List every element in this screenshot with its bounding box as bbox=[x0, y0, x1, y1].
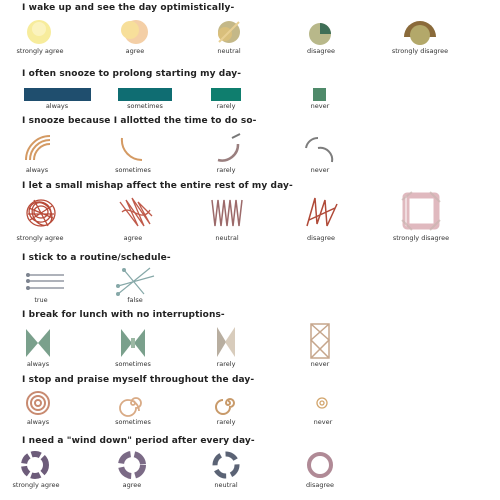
q2-always-glyph bbox=[24, 88, 91, 101]
q8-strongly-agree-glyph bbox=[21, 451, 49, 479]
q7-rarely-glyph bbox=[215, 398, 235, 415]
q7-label-always: always bbox=[26, 418, 50, 426]
q1-agree-glyph bbox=[121, 20, 148, 44]
q6-never-glyph bbox=[309, 323, 331, 359]
q4-neutral-glyph bbox=[211, 199, 243, 227]
question-5-text: I stick to a routine/schedule- bbox=[22, 253, 171, 263]
q2-never-glyph bbox=[313, 88, 326, 101]
q1-strongly-agree-glyph bbox=[27, 20, 51, 44]
q1-strongly-disagree-glyph bbox=[404, 21, 436, 45]
q8-label-neutral: neutral bbox=[214, 481, 238, 489]
q8-neutral-glyph bbox=[212, 451, 240, 479]
q6-sometimes-glyph bbox=[121, 329, 145, 357]
q4-label-strongly-disagree: strongly disagree bbox=[392, 234, 450, 242]
question-2-text: I often snooze to prolong starting my da… bbox=[22, 69, 242, 79]
q2-sometimes-glyph bbox=[118, 88, 172, 101]
q1-label-strongly-disagree: strongly disagree bbox=[391, 47, 449, 55]
q2-label-always: always bbox=[45, 102, 69, 110]
question-7-text: I stop and praise myself throughout the … bbox=[22, 375, 255, 385]
q3-never-glyph bbox=[305, 136, 334, 163]
q1-label-neutral: neutral bbox=[217, 47, 241, 55]
q7-label-rarely: rarely bbox=[216, 418, 236, 426]
q1-neutral-glyph bbox=[218, 21, 240, 43]
q3-label-sometimes: sometimes bbox=[115, 166, 151, 174]
q3-sometimes-glyph bbox=[120, 137, 143, 162]
q6-label-always: always bbox=[26, 360, 50, 368]
q1-disagree-glyph bbox=[309, 23, 331, 45]
q4-label-neutral: neutral bbox=[215, 234, 239, 242]
q1-label-agree: agree bbox=[125, 47, 145, 55]
q3-label-always: always bbox=[25, 166, 49, 174]
q4-label-strongly-agree: strongly agree bbox=[16, 234, 64, 242]
question-6-text: I break for lunch with no interruptions- bbox=[22, 310, 225, 320]
q4-agree-glyph bbox=[119, 197, 153, 227]
q4-strongly-disagree-glyph bbox=[401, 191, 441, 231]
question-8-text: I need a "wind down" period after every … bbox=[22, 436, 255, 446]
q8-label-agree: agree bbox=[122, 481, 142, 489]
q1-label-strongly-agree: strongly agree bbox=[16, 47, 64, 55]
q2-label-sometimes: sometimes bbox=[127, 102, 163, 110]
q4-label-disagree: disagree bbox=[307, 234, 335, 242]
q5-true-glyph bbox=[26, 273, 64, 290]
q8-label-disagree: disagree bbox=[306, 481, 334, 489]
q1-label-disagree: disagree bbox=[307, 47, 335, 55]
question-3-text: I snooze because I allotted the time to … bbox=[22, 116, 257, 126]
q3-label-never: never bbox=[310, 166, 330, 174]
q4-strongly-agree-glyph bbox=[26, 199, 56, 227]
q7-label-never: never bbox=[313, 418, 333, 426]
q7-always-glyph bbox=[26, 391, 50, 415]
q5-label-true: true bbox=[34, 296, 48, 304]
q2-rarely-glyph bbox=[211, 88, 241, 101]
q7-sometimes-glyph bbox=[119, 397, 142, 417]
q2-label-rarely: rarely bbox=[216, 102, 236, 110]
q2-label-never: never bbox=[310, 102, 330, 110]
q4-disagree-glyph bbox=[306, 197, 338, 227]
q5-false-glyph bbox=[116, 267, 155, 296]
q3-always-glyph bbox=[25, 135, 51, 161]
question-4-text: I let a small mishap affect the entire r… bbox=[22, 181, 293, 191]
q7-label-sometimes: sometimes bbox=[115, 418, 151, 426]
q7-never-glyph bbox=[316, 397, 328, 409]
q3-label-rarely: rarely bbox=[216, 166, 236, 174]
q6-label-sometimes: sometimes bbox=[115, 360, 151, 368]
q6-label-never: never bbox=[310, 360, 330, 368]
q3-rarely-glyph bbox=[217, 133, 241, 162]
q8-agree-glyph bbox=[118, 451, 146, 479]
q4-label-agree: agree bbox=[123, 234, 143, 242]
q6-label-rarely: rarely bbox=[216, 360, 236, 368]
q5-label-false: false bbox=[127, 296, 143, 304]
q8-label-strongly-agree: strongly agree bbox=[12, 481, 60, 489]
q6-always-glyph bbox=[26, 329, 50, 357]
q8-disagree-glyph bbox=[307, 452, 333, 478]
q6-rarely-glyph bbox=[217, 327, 235, 357]
question-1-text: I wake up and see the day optimistically… bbox=[22, 3, 235, 13]
